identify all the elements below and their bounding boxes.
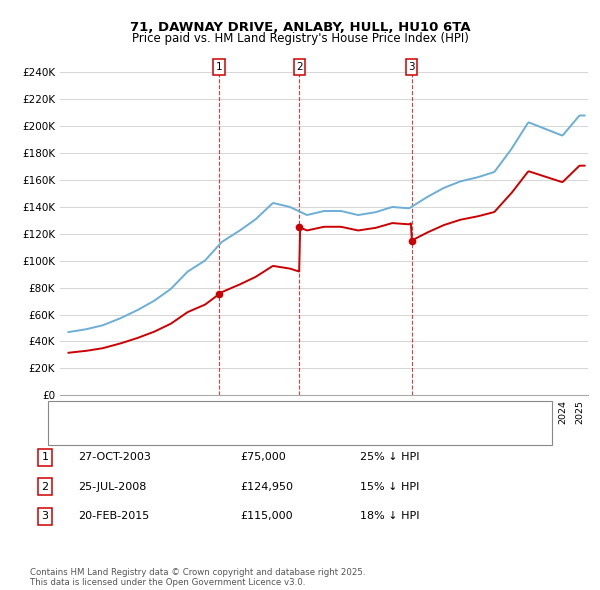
Text: 20-FEB-2015: 20-FEB-2015 <box>78 512 149 521</box>
Text: £124,950: £124,950 <box>240 482 293 491</box>
Text: HPI: Average price, semi-detached house, East Riding of Yorkshire: HPI: Average price, semi-detached house,… <box>96 428 418 438</box>
Text: 27-OCT-2003: 27-OCT-2003 <box>78 453 151 462</box>
Text: 1: 1 <box>41 453 49 462</box>
Text: 15% ↓ HPI: 15% ↓ HPI <box>360 482 419 491</box>
Text: £75,000: £75,000 <box>240 453 286 462</box>
Text: 2: 2 <box>41 482 49 491</box>
Text: £115,000: £115,000 <box>240 512 293 521</box>
Text: Price paid vs. HM Land Registry's House Price Index (HPI): Price paid vs. HM Land Registry's House … <box>131 32 469 45</box>
Text: 18% ↓ HPI: 18% ↓ HPI <box>360 512 419 521</box>
Text: 3: 3 <box>41 512 49 521</box>
Text: 25-JUL-2008: 25-JUL-2008 <box>78 482 146 491</box>
Text: Contains HM Land Registry data © Crown copyright and database right 2025.
This d: Contains HM Land Registry data © Crown c… <box>30 568 365 587</box>
Text: 71, DAWNAY DRIVE, ANLABY, HULL, HU10 6TA (semi-detached house): 71, DAWNAY DRIVE, ANLABY, HULL, HU10 6TA… <box>96 409 437 418</box>
Text: 25% ↓ HPI: 25% ↓ HPI <box>360 453 419 462</box>
Text: 3: 3 <box>408 62 415 72</box>
Text: 71, DAWNAY DRIVE, ANLABY, HULL, HU10 6TA: 71, DAWNAY DRIVE, ANLABY, HULL, HU10 6TA <box>130 21 470 34</box>
Text: 1: 1 <box>215 62 222 72</box>
Text: 2: 2 <box>296 62 303 72</box>
